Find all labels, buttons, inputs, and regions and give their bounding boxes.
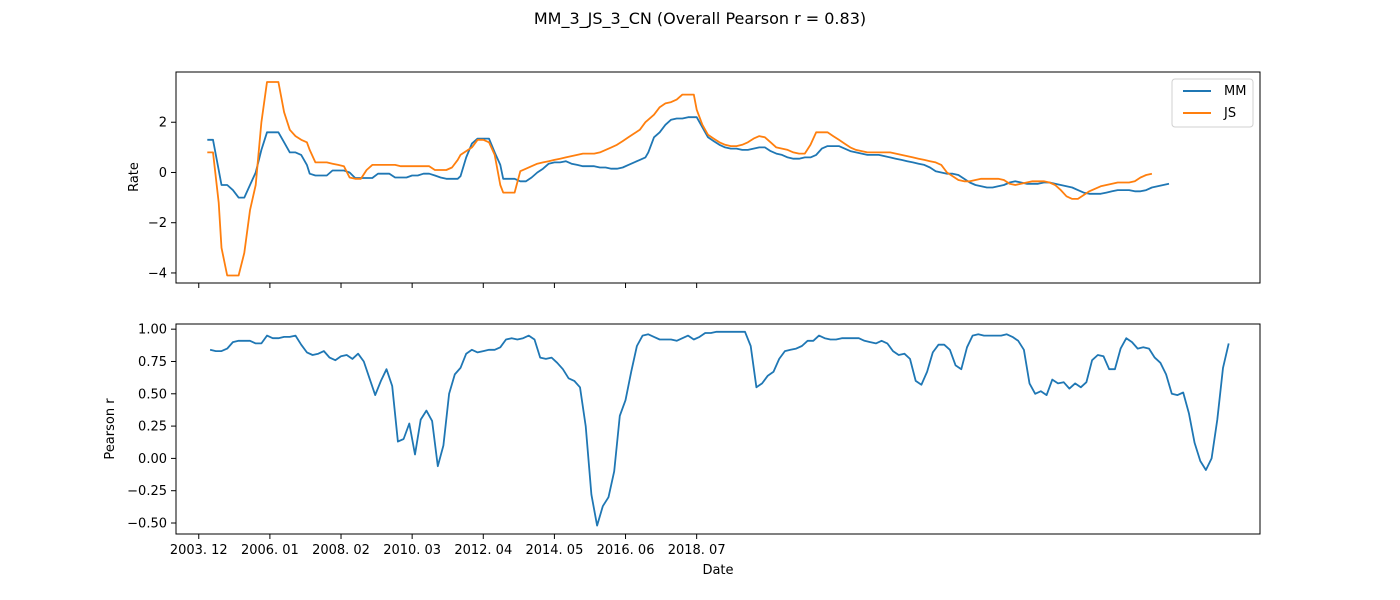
y-tick-label: −4 <box>148 266 167 281</box>
y-tick-label: 0 <box>159 166 167 181</box>
pearson-x-ticks: 2003. 12 2006. 01 2008. 02 2010. 03 2012. 04… <box>170 534 726 558</box>
pearson-line <box>209 330 1230 527</box>
y-tick-label: −0.50 <box>127 517 167 532</box>
x-axis-label: Date <box>702 563 733 578</box>
rate-panel-frame <box>175 71 1261 284</box>
pearson-y-ticks: −0.50 −0.25 0.00 0.25 0.50 0.75 1.00 <box>127 323 176 532</box>
y-tick-label: 2 <box>159 116 167 131</box>
x-tick-label: 2010. 03 <box>383 543 441 558</box>
y-tick-label: 0.25 <box>138 420 167 435</box>
series-line-mm <box>207 116 1170 199</box>
x-tick-label: 2014. 05 <box>525 543 583 558</box>
rate-y-axis-label: Rate <box>127 162 142 192</box>
pearson-panel-frame <box>175 323 1261 535</box>
legend: MM JS <box>1171 78 1254 128</box>
y-tick-label: −2 <box>148 216 167 231</box>
y-tick-label: 0.00 <box>138 452 167 467</box>
y-tick-label: 1.00 <box>138 323 167 338</box>
x-tick-label: 2008. 02 <box>312 543 370 558</box>
chart-title: MM_3_JS_3_CN (Overall Pearson r = 0.83) <box>534 9 866 29</box>
rate-panel: −4 −2 0 2 Rate MM JS <box>127 71 1261 288</box>
x-tick-label: 2012. 04 <box>454 543 512 558</box>
x-tick-label: 2006. 01 <box>241 543 299 558</box>
y-tick-label: 0.50 <box>138 387 167 402</box>
x-tick-label: 2016. 06 <box>597 543 655 558</box>
pearson-panel: −0.50−0.250.000.250.500.751.00 2003. 12 2… <box>103 323 1261 578</box>
y-tick-label: 0.75 <box>138 355 167 370</box>
y-tick-label: −0.25 <box>127 484 167 499</box>
rate-lines <box>207 81 1170 277</box>
x-tick-label: 2018. 07 <box>668 543 726 558</box>
pearson-y-axis-label: Pearson r <box>103 398 118 460</box>
series-line-pearson-r <box>209 330 1230 527</box>
legend-label-js: JS <box>1223 106 1236 121</box>
rate-x-ticks <box>198 283 698 288</box>
x-tick-label: 2003. 12 <box>170 543 228 558</box>
legend-label-mm: MM <box>1224 84 1246 99</box>
series-line-js <box>207 81 1153 277</box>
rate-y-ticks: −4 −2 0 2 <box>148 116 176 281</box>
